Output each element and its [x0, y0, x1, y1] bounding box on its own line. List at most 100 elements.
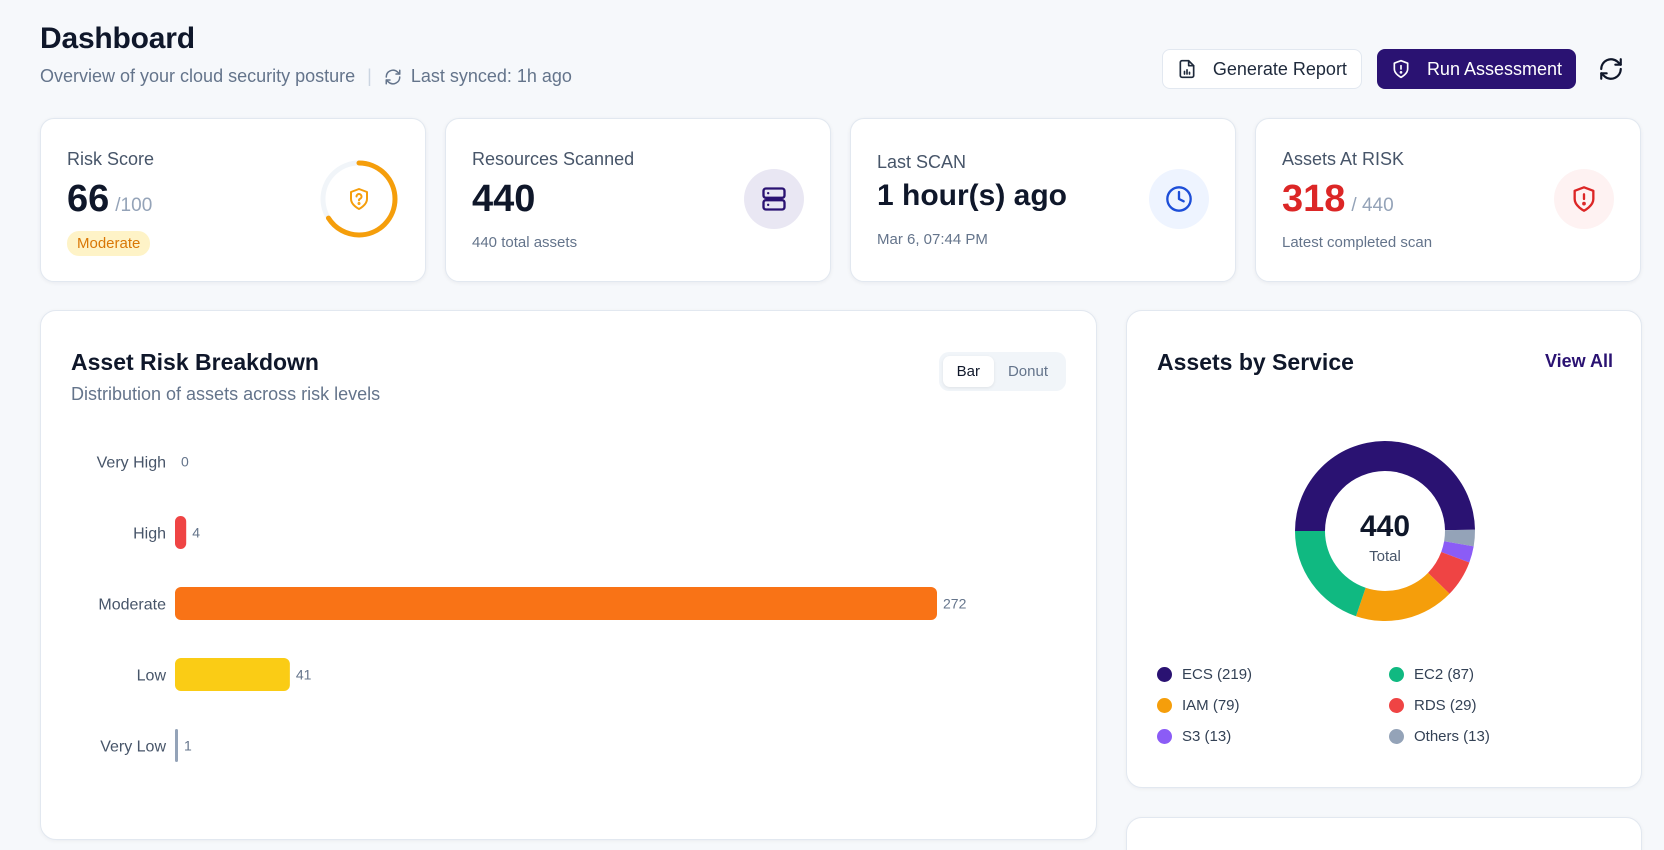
breakdown-subtitle: Distribution of assets across risk level…	[71, 384, 381, 404]
bar-value-label: 1	[184, 738, 192, 754]
last-synced-text: Last synced: 1h ago	[410, 66, 572, 86]
server-icon	[762, 187, 786, 211]
asset-risk-breakdown-panel: Asset Risk Breakdown Distribution of ass…	[40, 310, 1097, 840]
donut-slice-iam	[1355, 572, 1450, 621]
legend-label: IAM (79)	[1182, 697, 1240, 714]
legend-item[interactable]: IAM (79)	[1157, 697, 1389, 714]
bar-low	[175, 658, 290, 691]
bar-very-low	[175, 729, 178, 762]
shield-alert-icon	[1573, 186, 1595, 212]
risk-score-ring-arc	[320, 160, 398, 238]
view-all-link[interactable]: View All	[1544, 351, 1613, 371]
legend-label: ECS (219)	[1182, 666, 1253, 683]
risk-bar-chart: Very High 0 High 4 Moderate 272 Low 41 Very Low 1	[97, 454, 967, 762]
legend-label: Others (13)	[1414, 728, 1490, 745]
legend-label: RDS (29)	[1414, 697, 1477, 714]
last-scan-relative: 1 hour(s) ago	[877, 179, 1068, 212]
legend-dot	[1157, 667, 1172, 682]
services-donut-chart: 440 Total	[1295, 441, 1475, 621]
breakdown-title: Asset Risk Breakdown	[71, 349, 319, 375]
risk-score-ring	[320, 160, 398, 238]
legend-item[interactable]: RDS (29)	[1389, 697, 1621, 714]
run-assessment-button[interactable]: Run Assessment	[1376, 49, 1576, 89]
page-header: Dashboard Overview of your cloud securit…	[40, 22, 1624, 92]
risk-score-label: Risk Score	[67, 149, 155, 169]
assets-by-service-panel: Assets by Service View All 440 Total ECS…	[1126, 310, 1642, 788]
bar-value-label: 4	[192, 525, 200, 541]
refresh-icon[interactable]	[1598, 56, 1624, 82]
bar-category-label: Low	[137, 668, 167, 685]
server-icon-wrap	[744, 169, 804, 229]
bar-value-label: 0	[181, 454, 189, 470]
bar-category-label: Very High	[97, 455, 166, 472]
header-actions: Generate Report Run Assessment	[1161, 49, 1624, 89]
legend-item[interactable]: ECS (219)	[1157, 666, 1389, 683]
bar-category-label: High	[133, 526, 166, 543]
assets-at-risk-value: 318 / 440	[1282, 178, 1394, 221]
chart-type-toggle: Bar Donut	[938, 352, 1066, 391]
assets-at-risk-note: Latest completed scan	[1282, 234, 1433, 251]
page-title: Dashboard	[40, 22, 195, 55]
sync-icon	[385, 69, 401, 84]
risk-score-value: 66 /100	[67, 178, 152, 221]
donut-slice-ecs	[1295, 441, 1475, 531]
legend-dot	[1389, 729, 1404, 744]
toggle-donut[interactable]: Donut	[1007, 363, 1048, 380]
last-scan-label: Last SCAN	[877, 152, 967, 172]
resources-scanned-card[interactable]: Resources Scanned 440 440 total assets	[445, 118, 831, 282]
resources-scanned-value: 440	[472, 178, 535, 221]
resources-total-note: 440 total assets	[472, 234, 578, 251]
subtitle-text: Overview of your cloud security posture	[40, 66, 356, 86]
assets-at-risk-label: Assets At RISK	[1282, 149, 1405, 169]
resources-scanned-number: 440	[472, 178, 536, 220]
legend-item[interactable]: S3 (13)	[1157, 728, 1389, 745]
legend-dot	[1157, 729, 1172, 744]
generate-report-button[interactable]: Generate Report	[1161, 49, 1362, 89]
last-scan-date: Mar 6, 07:44 PM	[877, 231, 988, 248]
file-chart-icon	[1179, 59, 1195, 79]
legend-dot	[1389, 667, 1404, 682]
legend-dot	[1157, 698, 1172, 713]
toggle-bar[interactable]: Bar	[942, 356, 994, 387]
last-scan-card[interactable]: Last SCAN 1 hour(s) ago Mar 6, 07:44 PM	[850, 118, 1236, 282]
risk-score-number: 66	[67, 178, 110, 220]
bar-high	[175, 516, 187, 549]
donut-slice-others	[1444, 529, 1475, 547]
legend-dot	[1389, 698, 1404, 713]
assets-at-risk-number: 318	[1282, 178, 1346, 220]
bar-category-label: Very Low	[100, 739, 166, 756]
resources-scanned-label: Resources Scanned	[472, 149, 635, 169]
bar-value-label: 272	[943, 596, 967, 612]
shield-alert-icon-wrap	[1554, 169, 1614, 229]
generate-report-label: Generate Report	[1212, 58, 1347, 79]
donut-slice-s3	[1441, 541, 1474, 563]
risk-score-max: /100	[115, 195, 153, 216]
clock-icon	[1166, 186, 1192, 212]
page-subtitle: Overview of your cloud security posture …	[40, 66, 1624, 87]
summary-cards: Risk Score 66 /100 Moderate Resources Sc…	[40, 118, 1641, 282]
legend-label: EC2 (87)	[1414, 666, 1475, 683]
services-legend: ECS (219) EC2 (87) IAM (79) RDS (29) S3 (13)…	[1157, 666, 1617, 745]
shield-question-icon	[350, 188, 368, 210]
run-assessment-label: Run Assessment	[1426, 58, 1562, 79]
bar-value-label: 41	[296, 667, 312, 683]
risk-score-card[interactable]: Risk Score 66 /100 Moderate	[40, 118, 426, 282]
bar-moderate	[175, 587, 937, 620]
legend-item[interactable]: EC2 (87)	[1389, 666, 1621, 683]
clock-icon-wrap	[1149, 169, 1209, 229]
donut-total-value: 440	[1360, 510, 1410, 543]
donut-slice-ec2	[1295, 531, 1366, 617]
assets-at-risk-card[interactable]: Assets At RISK 318 / 440 Latest complete…	[1255, 118, 1641, 282]
legend-label: S3 (13)	[1182, 728, 1232, 745]
shield-icon	[1393, 59, 1409, 79]
donut-slice-rds	[1428, 551, 1470, 594]
risk-level-badge: Moderate	[67, 231, 151, 256]
subtitle-separator: |	[367, 66, 372, 86]
next-panel	[1126, 817, 1642, 850]
legend-item[interactable]: Others (13)	[1389, 728, 1621, 745]
bar-category-label: Moderate	[98, 597, 166, 614]
donut-total-label: Total	[1369, 548, 1401, 565]
last-scan-value: 1 hour(s) ago	[877, 179, 1067, 213]
assets-at-risk-total: / 440	[1351, 195, 1394, 216]
services-title: Assets by Service	[1157, 349, 1354, 375]
